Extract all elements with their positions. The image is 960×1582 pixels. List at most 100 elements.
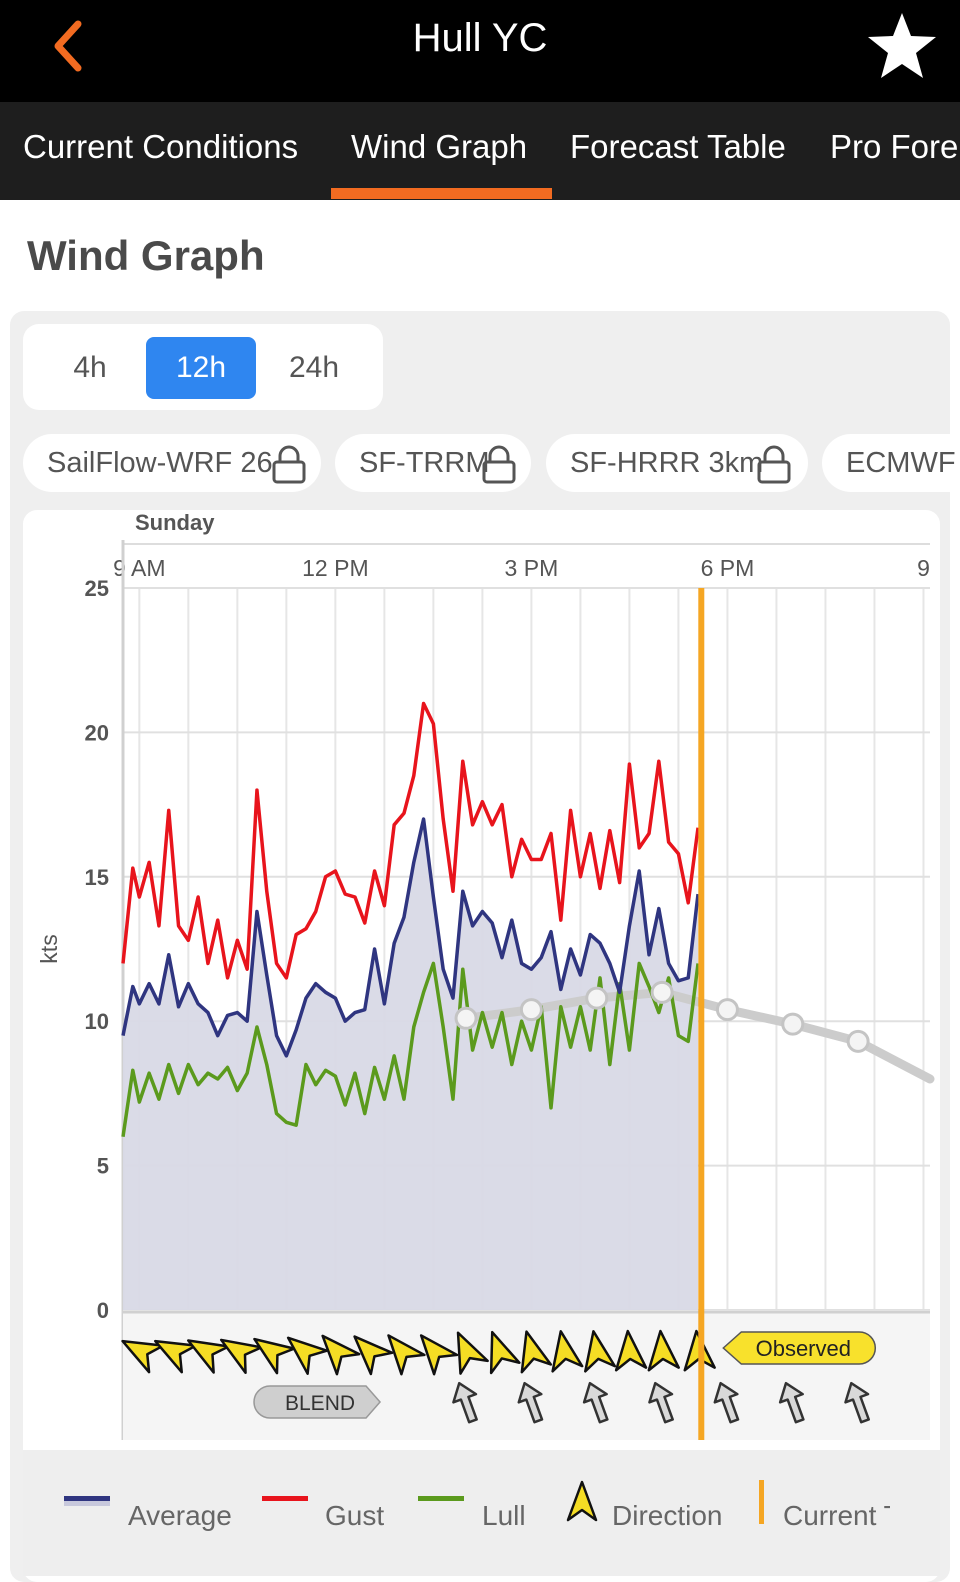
tab-bar: Current Conditions Wind Graph Forecast T… [0,102,960,200]
average-area-fill [123,819,699,1310]
model-chip-label: SF-TRRM [359,447,490,479]
x-tick-label: 9 AM [113,555,165,581]
blend-tag [253,1385,382,1419]
observed-direction-arrow [253,1337,296,1375]
observed-tag [722,1331,877,1365]
blend-point [781,1012,805,1036]
model-chip-sailflow-wrf[interactable]: SailFlow-WRF 26 [23,434,321,492]
direction-arrow-shape [647,1329,680,1372]
direction-arrow-shape [321,1334,361,1376]
observed-direction-arrow [186,1339,230,1374]
forecast-direction-arrow [452,1381,478,1424]
observed-direction-arrow [286,1336,329,1375]
forecast-direction-arrow [648,1381,674,1424]
lock-icon [757,445,791,484]
direction-arrow-shape [253,1337,296,1375]
y-tick-label: 10 [85,1009,109,1034]
observed-direction-arrow [153,1339,198,1374]
star-icon[interactable] [866,10,938,82]
gust-legend-swatch [262,1496,308,1501]
forecast-direction-arrow [778,1381,805,1424]
direction-arrow-shape [286,1336,329,1375]
model-chip-sf-hrrr[interactable]: SF-HRRR 3km [546,434,808,492]
observed-direction-arrow [551,1330,584,1373]
observed-direction-arrow [219,1338,263,1375]
tab-wind-graph[interactable]: Wind Graph [351,128,528,165]
forecast-arrow-shape [648,1381,674,1424]
legend-gust-label: Gust [325,1500,385,1531]
model-chip-sf-trrm[interactable]: SF-TRRM [335,434,531,492]
observed-direction-arrow [520,1330,553,1374]
forecast-arrow-shape [713,1381,740,1424]
forecast-direction-arrow [713,1381,740,1424]
x-tick-label: 12 PM [302,555,368,581]
forecast-arrow-shape [844,1381,870,1424]
gust-series-line [121,701,700,980]
direction-arrow-shape [614,1329,648,1372]
y-axis-label: kts [36,934,62,963]
direction-arrow-shape [584,1330,617,1373]
forecast-direction-arrow [582,1381,609,1424]
model-chip-ecmwf[interactable]: ECMWF [822,434,960,492]
average-legend-swatch [64,1496,110,1506]
lock-icon [482,445,516,484]
direction-arrow-shape [387,1334,426,1376]
blend-point [585,986,609,1010]
blend-point [650,980,674,1004]
y-tick-label: 0 [97,1298,109,1323]
observed-direction-arrow [614,1329,648,1372]
direction-arrow-shape [121,1339,165,1374]
direction-arrow-shape [489,1330,521,1375]
observed-direction-arrow [353,1335,394,1376]
legend-average-label: Average [128,1500,232,1531]
range-selector: 4h 12h 24h [23,324,383,410]
blend-point [454,1006,478,1030]
y-tick-label: 20 [85,720,109,745]
observed-direction-arrow [321,1334,361,1376]
observed-direction-arrow [387,1334,426,1376]
app-header: Hull YC [0,0,960,102]
observed-direction-arrow [121,1339,165,1374]
direction-arrow-shape [219,1338,263,1375]
observed-tag-label: Observed [756,1336,851,1361]
forecast-arrow-shape [517,1381,544,1424]
observed-direction-arrow [456,1331,489,1375]
active-tab-indicator [331,188,552,199]
model-chip-label: SailFlow-WRF 26 [47,447,273,479]
observed-direction-arrow [584,1330,617,1373]
forecast-arrow-shape [582,1381,609,1424]
tab-current-conditions[interactable]: Current Conditions [23,128,299,165]
tab-forecast-table[interactable]: Forecast Table [570,128,786,165]
x-tick-label: 3 PM [505,555,559,581]
forecast-direction-arrow [844,1381,870,1424]
observed-direction-arrow [489,1330,521,1375]
direction-arrow-shape [186,1339,230,1374]
wind-graph-chart[interactable]: Sunday 0 5 10 15 20 259 AM 12 PM 3 PM 6 PM 9 kts Obs… [23,510,940,1450]
chevron-left-icon[interactable] [48,18,96,78]
range-4h-button[interactable]: 4h [73,351,107,384]
range-12h-button[interactable]: 12h [146,337,256,399]
range-24h-button[interactable]: 24h [288,351,340,384]
observed-direction-arrow [419,1334,459,1376]
direction-strip [123,1310,930,1440]
day-label: Sunday [135,510,215,535]
blend-tag-label: BLEND [285,1392,355,1415]
page-title: Hull YC [412,16,548,60]
x-tick-label: 6 PM [701,555,755,581]
legend-direction-label: Direction [612,1500,723,1531]
model-chip-label: ECMWF [846,447,956,479]
blend-point [715,998,739,1022]
chart-legend [23,1450,940,1576]
y-tick-label: 5 [97,1154,109,1179]
x-tick-label: 9 [917,555,930,581]
tab-pro-forecast[interactable]: Pro Fore [830,128,959,165]
direction-arrow-shape [419,1334,459,1376]
direction-arrow-shape [456,1331,489,1375]
legend-lull-label: Lull [482,1500,526,1531]
legend-current-time-label: Current T [783,1500,890,1531]
blend-point [846,1029,870,1053]
current-time-legend-swatch [759,1480,764,1524]
y-tick-label: 15 [85,865,109,890]
forecast-direction-arrow [517,1381,544,1424]
direction-arrow-shape [551,1330,584,1373]
